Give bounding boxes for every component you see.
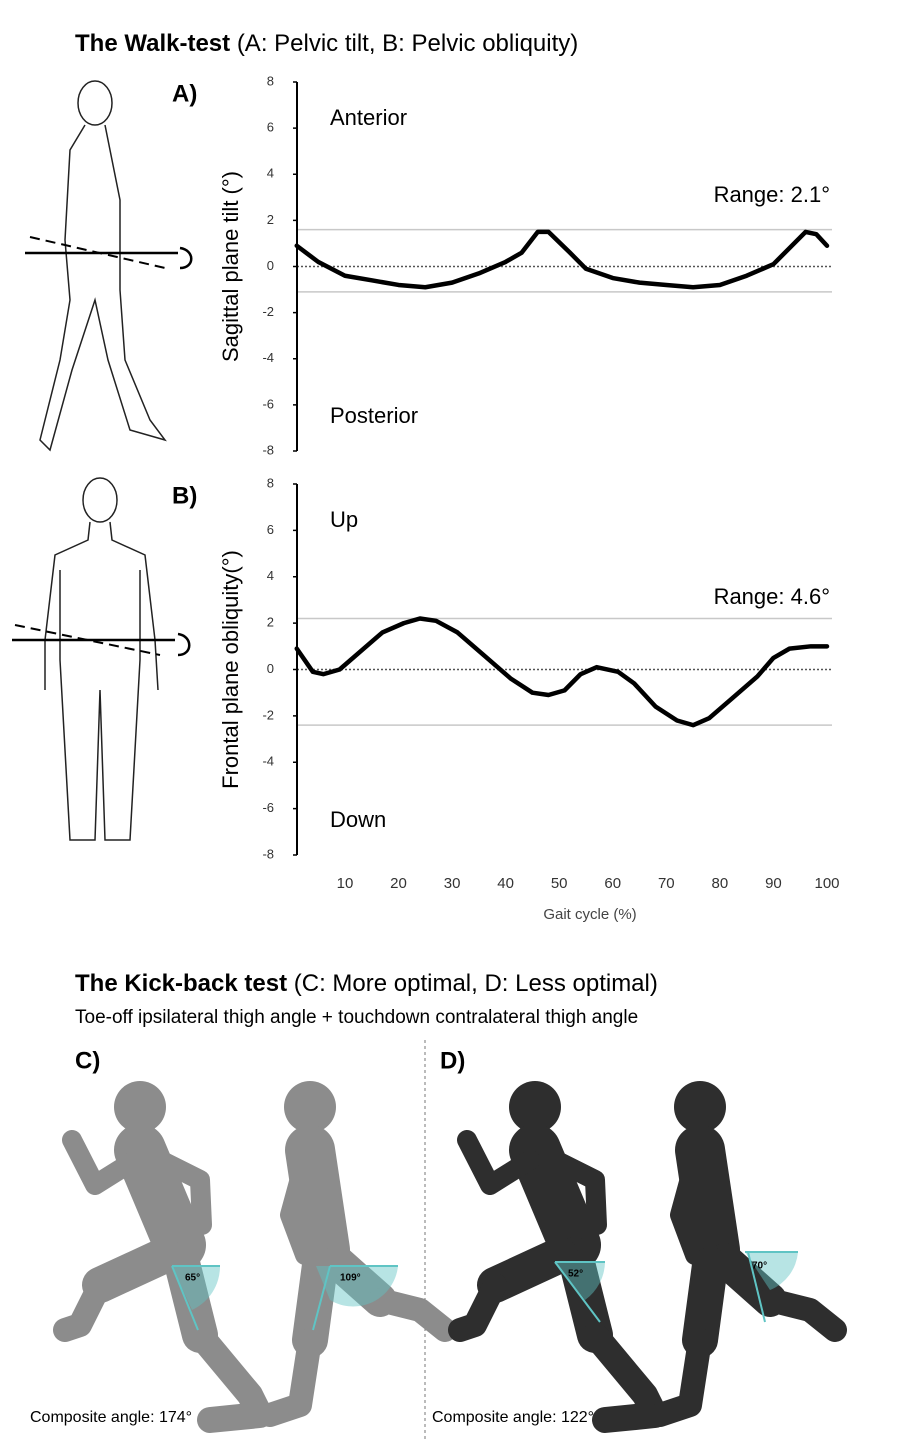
x-tick-label: 50 xyxy=(551,875,568,892)
annotation: Up xyxy=(330,507,358,532)
y-tick-label: -2 xyxy=(262,707,274,722)
angle-label: 70° xyxy=(752,1261,767,1272)
kickback-subtitle: Toe-off ipsilateral thigh angle + touchd… xyxy=(75,1007,638,1028)
annotation: Anterior xyxy=(330,105,407,130)
x-tick-label: 60 xyxy=(604,875,621,892)
y-tick-label: 0 xyxy=(267,258,274,273)
data-line xyxy=(294,229,830,290)
y-tick-label: 2 xyxy=(267,212,274,227)
x-tick-label: 70 xyxy=(658,875,675,892)
annotation: Down xyxy=(330,807,386,832)
y-tick-label: 4 xyxy=(267,166,274,181)
y-axis-title: Sagittal plane tilt (°) xyxy=(218,171,243,362)
x-tick-label: 20 xyxy=(390,875,407,892)
kickback-title-bold: The Kick-back test xyxy=(75,970,287,997)
x-tick-label: 40 xyxy=(497,875,514,892)
angle-label: 109° xyxy=(340,1273,361,1284)
panel-label: C) xyxy=(75,1047,100,1074)
figure-title: The Walk-test (A: Pelvic tilt, B: Pelvic… xyxy=(75,30,578,57)
x-axis-title: Gait cycle (%) xyxy=(543,906,636,923)
y-tick-label: -8 xyxy=(262,846,274,861)
y-tick-label: 8 xyxy=(267,475,274,490)
y-tick-label: -2 xyxy=(262,304,274,319)
x-tick-label: 10 xyxy=(337,875,354,892)
data-line xyxy=(294,616,830,728)
y-tick-label: 0 xyxy=(267,661,274,676)
y-tick-label: -6 xyxy=(262,396,274,411)
kickback-title-rest: (C: More optimal, D: Less optimal) xyxy=(294,970,658,997)
x-tick-label: 30 xyxy=(444,875,461,892)
panel-label: B) xyxy=(172,482,197,509)
annotation: Range: 4.6° xyxy=(714,584,830,609)
runner xyxy=(460,1081,655,1420)
x-tick-label: 90 xyxy=(765,875,782,892)
y-tick-label: 6 xyxy=(267,522,274,537)
runner xyxy=(660,1081,835,1415)
y-axis-title: Frontal plane obliquity(°) xyxy=(218,550,243,789)
title-bold: The Walk-test xyxy=(75,30,230,57)
panel-label: A) xyxy=(172,80,197,107)
y-tick-label: 6 xyxy=(267,120,274,135)
title-rest: (A: Pelvic tilt, B: Pelvic obliquity) xyxy=(237,30,578,57)
angle-label: 52° xyxy=(568,1269,583,1280)
front-figure xyxy=(12,477,191,841)
y-tick-label: 2 xyxy=(267,615,274,630)
runner xyxy=(65,1081,260,1420)
panel-label: D) xyxy=(440,1047,465,1074)
composite-label: Composite angle: 174° xyxy=(30,1409,192,1426)
y-tick-label: -6 xyxy=(262,800,274,815)
angle-markers xyxy=(171,1251,798,1331)
kickback-title: The Kick-back test (C: More optimal, D: … xyxy=(75,970,658,997)
annotation: Range: 2.1° xyxy=(714,182,830,207)
y-tick-label: 8 xyxy=(267,73,274,88)
y-tick-label: -4 xyxy=(262,350,274,365)
y-tick-label: 4 xyxy=(267,568,274,583)
x-tick-label: 80 xyxy=(712,875,729,892)
annotation: Posterior xyxy=(330,403,418,428)
charts: -8 -6 -4 -2 0 2 4 6 8 Sagittal plane tilt (°) A) An… xyxy=(172,73,840,923)
x-tick-label: 100 xyxy=(814,875,839,892)
runner xyxy=(270,1081,445,1415)
y-tick-label: -8 xyxy=(262,442,274,457)
side-figure xyxy=(25,80,193,452)
composite-label: Composite angle: 122° xyxy=(432,1409,594,1426)
angle-label: 65° xyxy=(185,1273,200,1284)
y-tick-label: -4 xyxy=(262,754,274,769)
